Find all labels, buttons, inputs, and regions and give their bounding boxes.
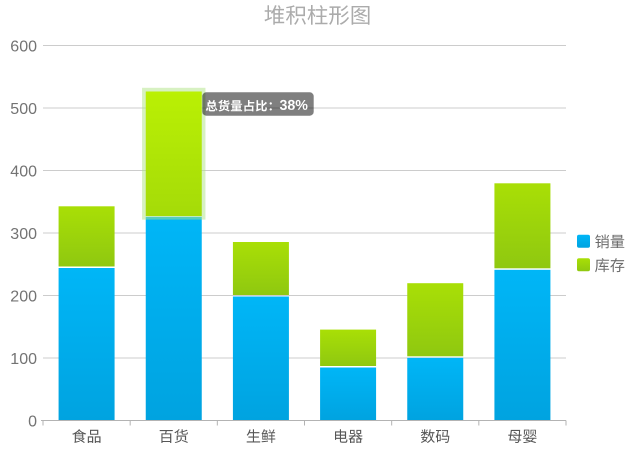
svg-text:600: 600 [10,38,37,55]
svg-text:0: 0 [28,413,37,430]
svg-text:500: 500 [10,101,37,118]
svg-text:300: 300 [10,226,37,243]
svg-text:100: 100 [10,351,37,368]
svg-text:200: 200 [10,288,37,305]
svg-text:400: 400 [10,163,37,180]
